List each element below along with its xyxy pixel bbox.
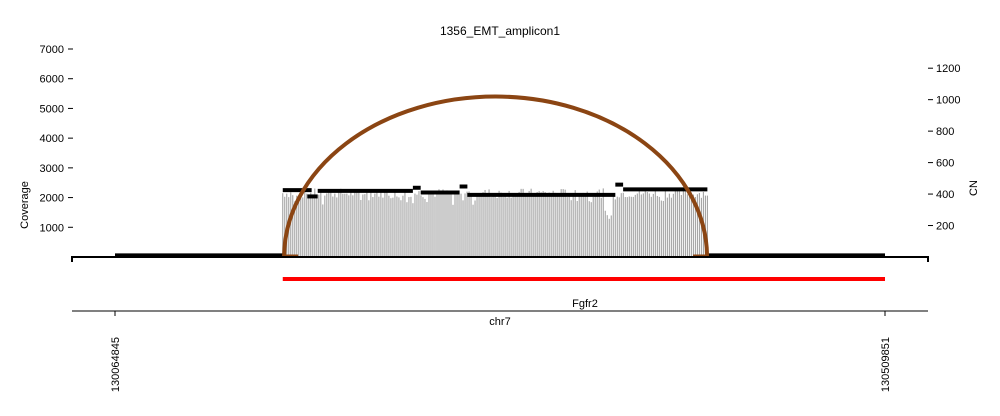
chart-title: 1356_EMT_amplicon1 [440,24,560,38]
y-tick-label: 3000 [40,163,64,175]
y-axis-label: Coverage [19,181,31,229]
y2-tick-label: 400 [936,189,954,201]
copy-number-segments [115,182,885,258]
y2-tick-label: 1200 [936,63,960,75]
y2-tick-label: 200 [936,221,954,233]
x-tick-label: 130509851 [880,337,892,392]
y2-tick-label: 800 [936,126,954,138]
y2-axis-label: CN [968,180,980,196]
breakpoint-arc [282,94,710,258]
y-tick-label: 6000 [40,74,64,86]
y-tick-label: 4000 [40,133,64,145]
y2-tick-label: 1000 [936,95,960,107]
y-tick-label: 1000 [40,222,64,234]
y-tick-label: 2000 [40,193,64,205]
axes: 1000 2000 3000 4000 5000 6000 7000 200 400 600 800… [40,44,961,392]
coverage-bars [282,188,708,257]
x-axis-label: chr7 [489,316,510,328]
y-tick-label: 7000 [40,44,64,56]
gene-label: Fgfr2 [572,298,598,310]
y-tick-label: 5000 [40,103,64,115]
x-tick-label: 130064845 [110,337,122,392]
y2-tick-label: 600 [936,158,954,170]
